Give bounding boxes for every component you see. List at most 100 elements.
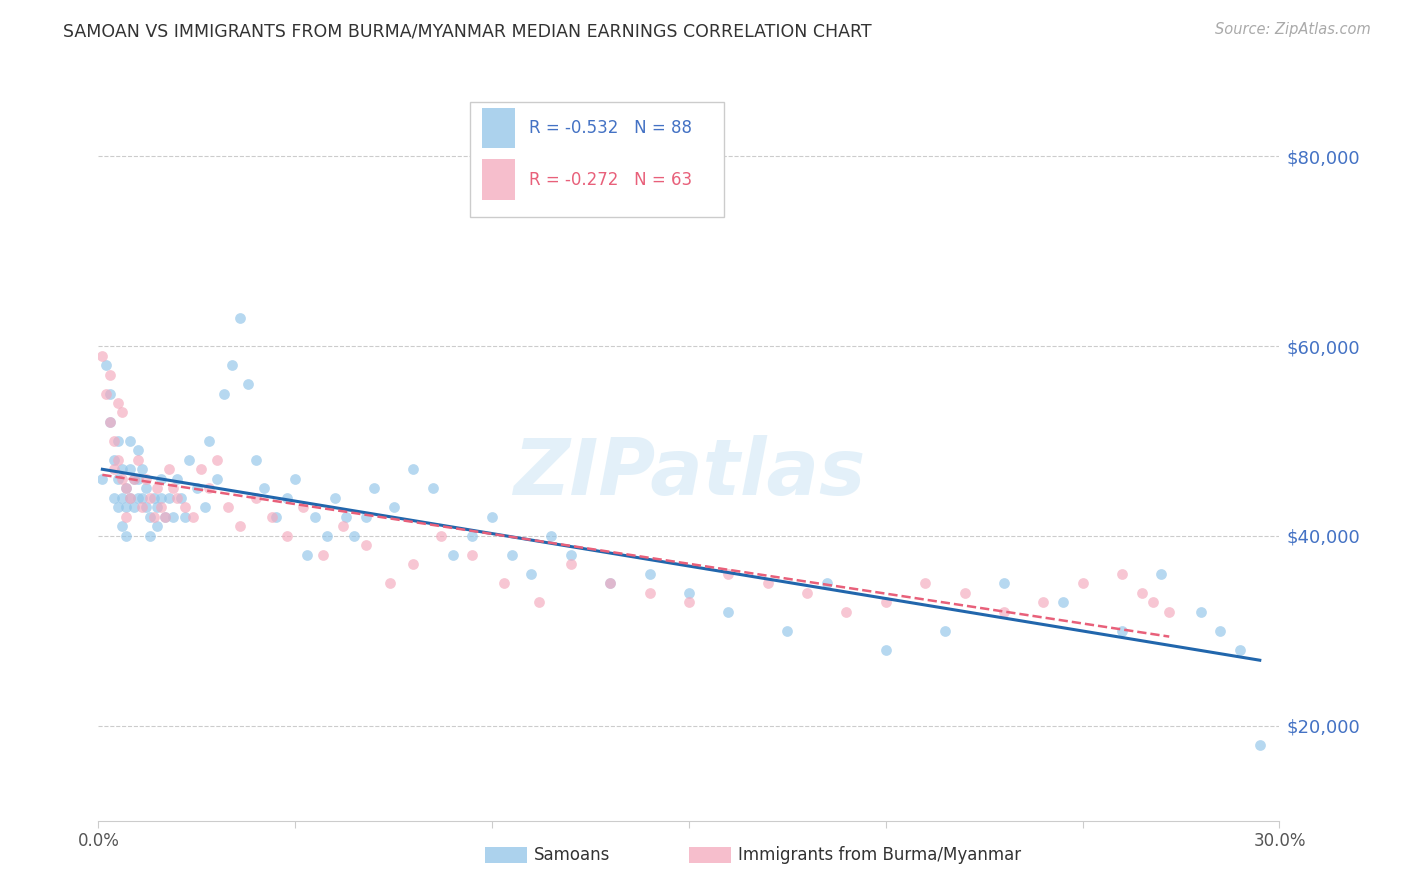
Point — [260, 509, 283, 524]
Point — [107, 453, 129, 467]
Point — [1189, 605, 1212, 619]
Point — [146, 500, 169, 515]
Point — [131, 462, 153, 476]
Point — [402, 558, 425, 572]
Text: ZIPatlas: ZIPatlas — [513, 434, 865, 511]
Point — [501, 548, 523, 562]
Point — [323, 491, 346, 505]
Text: Samoans: Samoans — [534, 847, 610, 864]
Point — [127, 491, 149, 505]
Point — [599, 576, 621, 591]
Point — [229, 310, 252, 325]
Point — [717, 566, 740, 581]
Point — [98, 386, 121, 401]
Point — [354, 509, 377, 524]
Point — [875, 642, 897, 657]
Point — [276, 529, 298, 543]
Point — [1142, 595, 1164, 609]
Point — [875, 595, 897, 609]
Point — [292, 500, 315, 515]
Point — [197, 434, 219, 448]
Point — [142, 491, 165, 505]
Point — [529, 595, 551, 609]
Point — [295, 548, 318, 562]
Point — [214, 386, 236, 401]
FancyBboxPatch shape — [471, 103, 724, 218]
Point — [190, 462, 212, 476]
Point — [312, 548, 335, 562]
Point — [98, 368, 121, 382]
Point — [118, 462, 141, 476]
Point — [96, 358, 118, 372]
Point — [118, 434, 141, 448]
Point — [253, 482, 276, 496]
Point — [284, 472, 307, 486]
Point — [146, 519, 169, 533]
Point — [181, 509, 204, 524]
Point — [170, 491, 193, 505]
Point — [422, 482, 444, 496]
Point — [122, 472, 145, 486]
Point — [138, 491, 160, 505]
Point — [1111, 566, 1133, 581]
Point — [174, 500, 197, 515]
Point — [111, 472, 134, 486]
Point — [166, 491, 188, 505]
Point — [332, 519, 354, 533]
Point — [245, 453, 267, 467]
Point — [378, 576, 401, 591]
Point — [402, 462, 425, 476]
Point — [111, 519, 134, 533]
Point — [197, 482, 219, 496]
Point — [1209, 624, 1232, 638]
Point — [776, 624, 799, 638]
Point — [138, 509, 160, 524]
Point — [245, 491, 267, 505]
Point — [118, 491, 141, 505]
Point — [264, 509, 287, 524]
Point — [155, 509, 177, 524]
Point — [315, 529, 337, 543]
Point — [107, 472, 129, 486]
Text: Immigrants from Burma/Myanmar: Immigrants from Burma/Myanmar — [738, 847, 1021, 864]
Point — [91, 472, 114, 486]
Point — [481, 509, 503, 524]
Point — [1111, 624, 1133, 638]
Point — [111, 491, 134, 505]
Point — [157, 491, 180, 505]
Point — [1071, 576, 1094, 591]
Point — [115, 482, 138, 496]
Point — [382, 500, 405, 515]
Point — [131, 500, 153, 515]
Point — [343, 529, 366, 543]
Point — [304, 509, 326, 524]
Point — [177, 453, 200, 467]
Point — [146, 482, 169, 496]
FancyBboxPatch shape — [482, 108, 516, 148]
Point — [131, 491, 153, 505]
Text: Source: ZipAtlas.com: Source: ZipAtlas.com — [1215, 22, 1371, 37]
Point — [115, 482, 138, 496]
Point — [135, 500, 157, 515]
Point — [229, 519, 252, 533]
Point — [162, 509, 184, 524]
Point — [953, 586, 976, 600]
Point — [107, 396, 129, 410]
Point — [835, 605, 858, 619]
Point — [111, 462, 134, 476]
Point — [111, 405, 134, 419]
Point — [103, 434, 125, 448]
Point — [560, 558, 582, 572]
Point — [599, 576, 621, 591]
Point — [107, 434, 129, 448]
Point — [98, 415, 121, 429]
Point — [162, 482, 184, 496]
Point — [678, 595, 700, 609]
Point — [127, 453, 149, 467]
Point — [914, 576, 936, 591]
Point — [638, 586, 661, 600]
Point — [276, 491, 298, 505]
Point — [103, 491, 125, 505]
Point — [135, 472, 157, 486]
Point — [335, 509, 357, 524]
